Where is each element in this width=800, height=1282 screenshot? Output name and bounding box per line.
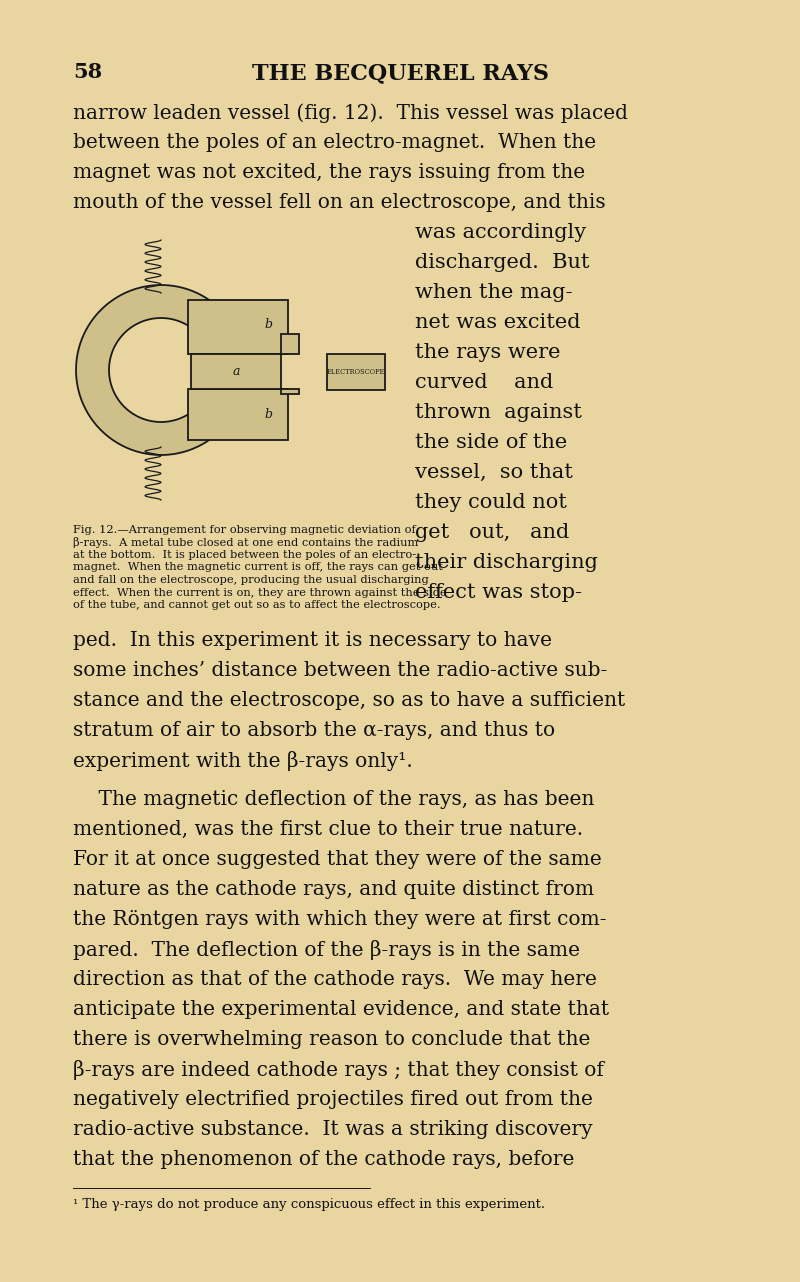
Text: magnet.  When the magnetic current is off, the rays can get out: magnet. When the magnetic current is off… bbox=[73, 563, 443, 573]
Text: at the bottom.  It is placed between the poles of an electro-: at the bottom. It is placed between the … bbox=[73, 550, 416, 560]
Text: ¹ The γ-rays do not produce any conspicuous effect in this experiment.: ¹ The γ-rays do not produce any conspicu… bbox=[73, 1197, 545, 1211]
Text: narrow leaden vessel (fig. 12).  This vessel was placed: narrow leaden vessel (fig. 12). This ves… bbox=[73, 103, 628, 123]
Bar bbox=[281, 335, 299, 354]
Text: anticipate the experimental evidence, and state that: anticipate the experimental evidence, an… bbox=[73, 1000, 609, 1019]
Text: between the poles of an electro-magnet.  When the: between the poles of an electro-magnet. … bbox=[73, 133, 596, 153]
Text: when the mag-: when the mag- bbox=[415, 283, 573, 303]
Text: thrown  against: thrown against bbox=[415, 403, 582, 422]
Text: net was excited: net was excited bbox=[415, 313, 581, 332]
Text: For it at once suggested that they were of the same: For it at once suggested that they were … bbox=[73, 850, 602, 869]
Text: of the tube, and cannot get out so as to affect the electroscope.: of the tube, and cannot get out so as to… bbox=[73, 600, 441, 610]
Text: magnet was not excited, the rays issuing from the: magnet was not excited, the rays issuing… bbox=[73, 163, 585, 182]
Text: vessel,  so that: vessel, so that bbox=[415, 463, 573, 482]
Text: The magnetic deflection of the rays, as has been: The magnetic deflection of the rays, as … bbox=[73, 790, 594, 809]
Text: experiment with the β-rays only¹.: experiment with the β-rays only¹. bbox=[73, 751, 413, 770]
Text: the side of the: the side of the bbox=[415, 433, 567, 453]
Text: the rays were: the rays were bbox=[415, 344, 561, 362]
Text: direction as that of the cathode rays.  We may here: direction as that of the cathode rays. W… bbox=[73, 970, 597, 988]
Bar bbox=[281, 388, 299, 394]
Text: nature as the cathode rays, and quite distinct from: nature as the cathode rays, and quite di… bbox=[73, 879, 594, 899]
Text: THE BECQUEREL RAYS: THE BECQUEREL RAYS bbox=[251, 62, 549, 85]
Polygon shape bbox=[76, 285, 214, 455]
Text: mouth of the vessel fell on an electroscope, and this: mouth of the vessel fell on an electrosc… bbox=[73, 194, 606, 212]
Text: a: a bbox=[232, 365, 240, 378]
Text: was accordingly: was accordingly bbox=[415, 223, 586, 242]
Text: mentioned, was the first clue to their true nature.: mentioned, was the first clue to their t… bbox=[73, 820, 583, 838]
Text: negatively electrified projectiles fired out from the: negatively electrified projectiles fired… bbox=[73, 1090, 593, 1109]
Text: radio-active substance.  It was a striking discovery: radio-active substance. It was a strikin… bbox=[73, 1120, 593, 1138]
Text: pared.  The deflection of the β-rays is in the same: pared. The deflection of the β-rays is i… bbox=[73, 940, 580, 960]
Text: some inches’ distance between the radio-active sub-: some inches’ distance between the radio-… bbox=[73, 662, 607, 679]
Text: stratum of air to absorb the α-rays, and thus to: stratum of air to absorb the α-rays, and… bbox=[73, 720, 555, 740]
Text: β-rays.  A metal tube closed at one end contains the radium: β-rays. A metal tube closed at one end c… bbox=[73, 537, 418, 549]
Text: effect was stop-: effect was stop- bbox=[415, 583, 582, 603]
Text: and fall on the electroscope, producing the usual discharging: and fall on the electroscope, producing … bbox=[73, 576, 429, 585]
Text: effect.  When the current is on, they are thrown against the side: effect. When the current is on, they are… bbox=[73, 587, 446, 597]
Bar bbox=[188, 388, 288, 440]
Text: Fig. 12.—Arrangement for observing magnetic deviation of: Fig. 12.—Arrangement for observing magne… bbox=[73, 526, 416, 535]
Text: ELECTROSCOPE: ELECTROSCOPE bbox=[327, 368, 386, 376]
Bar bbox=[188, 300, 288, 354]
Text: discharged.  But: discharged. But bbox=[415, 253, 590, 272]
Text: they could not: they could not bbox=[415, 494, 567, 512]
Text: b: b bbox=[264, 408, 272, 420]
Text: get   out,   and: get out, and bbox=[415, 523, 570, 542]
Text: β-rays are indeed cathode rays ; that they consist of: β-rays are indeed cathode rays ; that th… bbox=[73, 1060, 604, 1079]
Text: ped.  In this experiment it is necessary to have: ped. In this experiment it is necessary … bbox=[73, 631, 552, 650]
Text: there is overwhelming reason to conclude that the: there is overwhelming reason to conclude… bbox=[73, 1029, 590, 1049]
Bar bbox=[191, 354, 281, 388]
Text: 58: 58 bbox=[73, 62, 102, 82]
Text: that the phenomenon of the cathode rays, before: that the phenomenon of the cathode rays,… bbox=[73, 1150, 574, 1169]
Bar bbox=[327, 354, 385, 390]
Text: b: b bbox=[264, 318, 272, 331]
Text: the Röntgen rays with which they were at first com-: the Röntgen rays with which they were at… bbox=[73, 910, 606, 929]
Text: stance and the electroscope, so as to have a sufficient: stance and the electroscope, so as to ha… bbox=[73, 691, 626, 710]
Text: their discharging: their discharging bbox=[415, 553, 598, 572]
Text: curved    and: curved and bbox=[415, 373, 554, 392]
